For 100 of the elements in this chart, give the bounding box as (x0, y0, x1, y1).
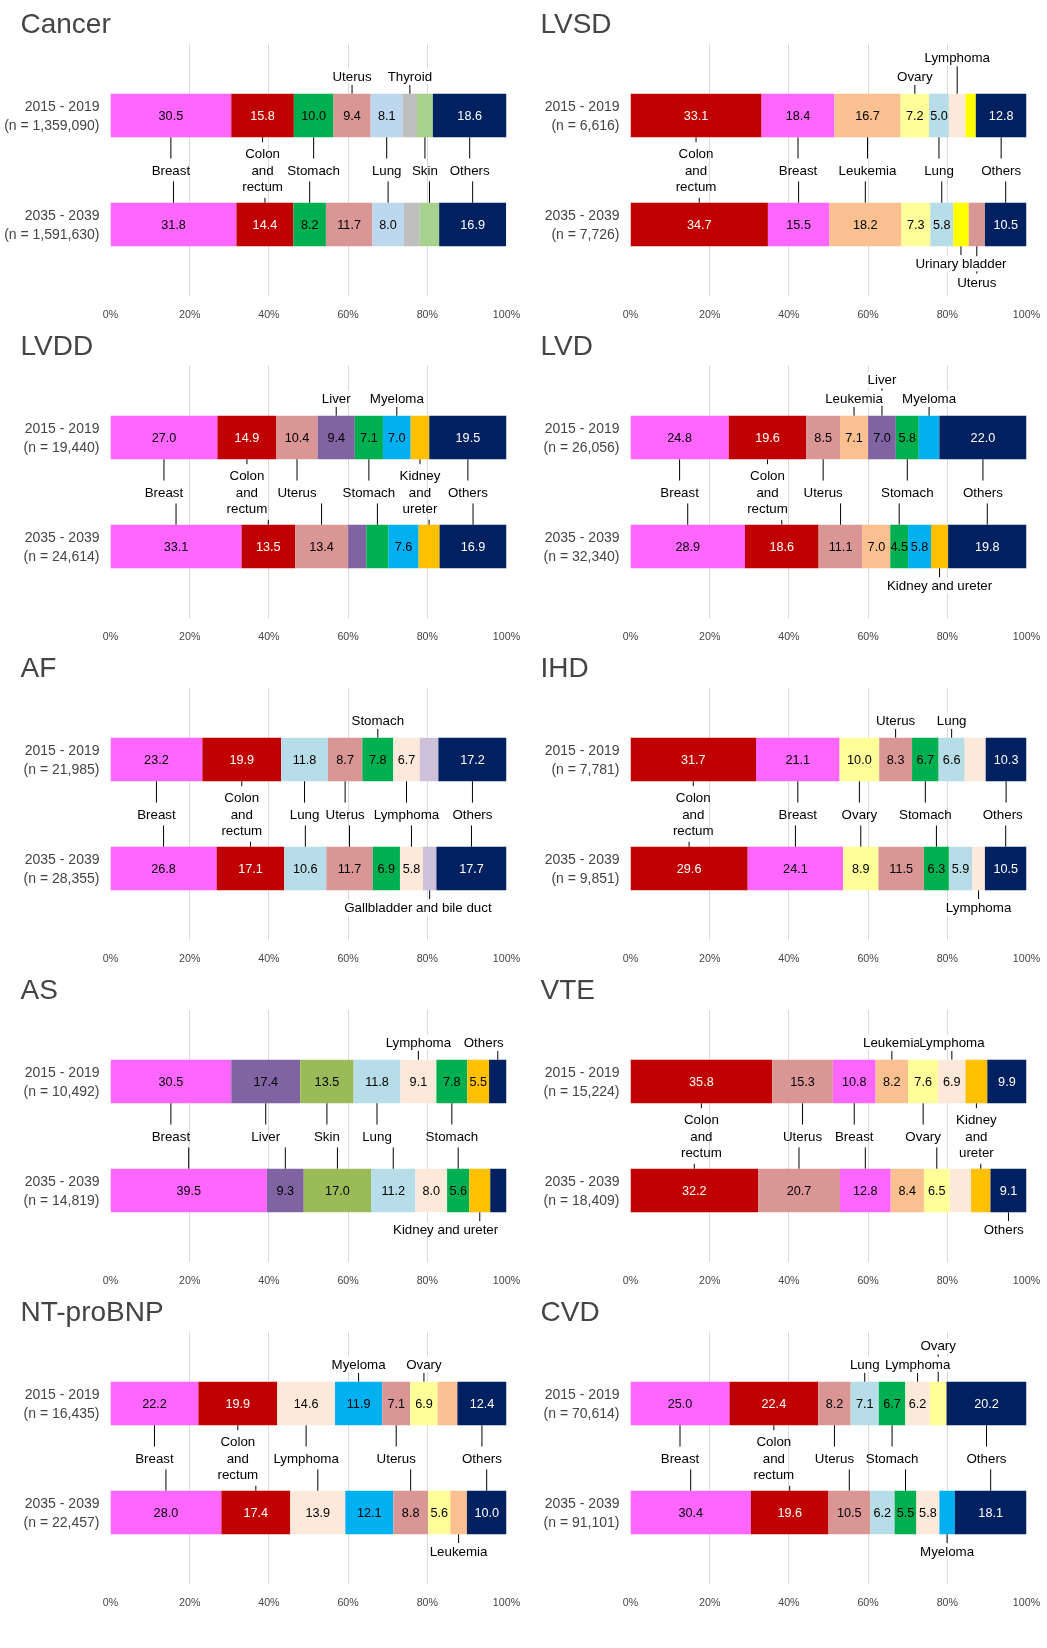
y-tick-label: 2035 - 2039 (n = 1,591,630) (4, 206, 100, 243)
data-label: 7.2 (906, 108, 924, 123)
x-tick-label: 60% (857, 1273, 880, 1286)
data-label: 24.1 (783, 862, 808, 877)
series-label: Lung (289, 806, 320, 822)
series-label: Liver (321, 390, 352, 406)
chart-title: LVSD (540, 7, 612, 39)
data-label: 19.8 (974, 540, 1000, 555)
data-label: 9.1 (999, 1184, 1018, 1199)
series-label: Lung (362, 1128, 392, 1144)
series-label: Lymphoma (919, 1034, 986, 1050)
x-tick-label: 100% (492, 629, 521, 642)
series-label: Others (981, 162, 1022, 178)
series-label: Uterus (376, 1450, 417, 1466)
x-tick-label: 0% (622, 629, 639, 642)
y-tick-label: 2035 - 2039 (n = 14,819) (23, 1172, 100, 1209)
data-label: 7.3 (907, 218, 925, 233)
data-label: 6.5 (928, 1184, 946, 1199)
x-tick-label: 0% (102, 951, 119, 964)
data-label: 20.2 (974, 1396, 999, 1411)
data-label: 8.0 (379, 218, 397, 233)
data-label: 4.5 (890, 540, 908, 555)
data-label: 8.3 (886, 752, 905, 767)
x-tick-label: 20% (179, 307, 201, 320)
series-label: Stomach (899, 806, 952, 822)
y-tick-label: 2015 - 2019 (n = 26,056) (543, 419, 620, 456)
series-label: Lymphoma (273, 1450, 340, 1466)
data-label: 11.7 (337, 862, 362, 877)
x-tick-label: 0% (622, 1273, 639, 1286)
x-tick-label: 100% (492, 1273, 521, 1286)
data-label: 7.1 (845, 430, 863, 445)
data-label: 14.6 (293, 1396, 319, 1411)
series-label: Colon and rectum (672, 790, 714, 838)
x-tick-label: 40% (778, 629, 801, 642)
chart-title: Cancer (20, 7, 111, 39)
x-tick-label: 20% (179, 629, 201, 642)
data-label: 28.0 (153, 1506, 179, 1521)
data-label: 12.8 (988, 108, 1014, 123)
data-label: 17.4 (243, 1506, 269, 1521)
x-tick-label: 0% (622, 1595, 639, 1608)
data-label: 12.8 (853, 1184, 878, 1199)
series-label: Lymphoma (385, 1034, 452, 1050)
data-label: 10.3 (993, 752, 1019, 767)
data-label: 8.2 (883, 1074, 901, 1089)
data-label: 11.8 (365, 1074, 389, 1089)
data-label: 16.7 (855, 108, 880, 123)
x-tick-label: 40% (778, 951, 801, 964)
y-tick-label: 2035 - 2039 (n = 24,614) (23, 528, 100, 565)
data-label: 10.0 (474, 1506, 500, 1521)
data-label: 19.9 (225, 1396, 251, 1411)
data-label: 32.2 (681, 1184, 707, 1199)
text: Ovary (920, 1338, 957, 1354)
x-tick-label: 80% (936, 307, 959, 320)
data-label: 13.9 (305, 1506, 331, 1521)
data-label: 22.4 (761, 1396, 787, 1411)
x-tick-label: 20% (699, 307, 721, 320)
series-label: Uterus (803, 484, 844, 500)
x-tick-label: 80% (936, 629, 959, 642)
x-tick-label: 0% (622, 951, 639, 964)
y-tick-label: 2015 - 2019 (n = 7,781) (544, 741, 620, 778)
data-label: 8.9 (851, 862, 870, 877)
data-label: 5.6 (449, 1184, 467, 1199)
series-label: Lung (849, 1356, 880, 1372)
x-tick-label: 60% (337, 1595, 360, 1608)
data-label: 8.8 (401, 1506, 420, 1521)
data-label: 10.0 (847, 752, 872, 767)
series-label: Ovary (905, 1128, 942, 1144)
data-label: 11.5 (889, 862, 914, 877)
series-label: Urinary bladder (915, 256, 1008, 272)
series-label: Ovary (841, 806, 878, 822)
series-label: Others (463, 1034, 505, 1050)
data-label: 6.3 (927, 862, 946, 877)
data-label: 31.8 (161, 218, 186, 233)
series-label: Others (461, 1450, 503, 1466)
data-label: 6.9 (943, 1074, 961, 1089)
series-label: Uterus (814, 1450, 855, 1466)
series-label: Uterus (332, 68, 373, 84)
text: Lymphoma (373, 806, 440, 822)
series-label: Breast (151, 162, 191, 178)
y-tick-label: 2015 - 2019 (n = 21,985) (23, 741, 100, 778)
data-label: 5.8 (910, 540, 929, 555)
x-tick-label: 0% (102, 1595, 119, 1608)
x-tick-label: 20% (179, 951, 201, 964)
data-label: 28.9 (675, 540, 701, 555)
x-tick-label: 60% (337, 629, 360, 642)
series-label: Leukemia (838, 162, 897, 178)
data-label: 6.7 (883, 1396, 901, 1411)
series-label: Colon and rectum (242, 146, 283, 194)
data-label: 6.2 (908, 1396, 927, 1411)
data-label: 19.5 (455, 430, 481, 445)
data-label: 11.8 (292, 752, 317, 767)
data-label: 10.4 (284, 430, 310, 445)
series-label: Stomach (351, 712, 405, 728)
data-label: 21.1 (785, 752, 811, 767)
data-label: 6.7 (916, 752, 935, 767)
y-tick-label: 2035 - 2039 (n = 28,355) (23, 850, 100, 887)
data-label: 9.1 (409, 1074, 428, 1089)
data-label: 7.0 (388, 430, 406, 445)
x-tick-label: 0% (102, 307, 119, 320)
x-tick-label: 60% (857, 307, 880, 320)
